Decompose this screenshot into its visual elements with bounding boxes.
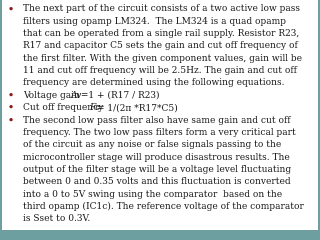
Text: R17 and capacitor C5 sets the gain and cut off frequency of: R17 and capacitor C5 sets the gain and c…: [23, 41, 298, 50]
Text: The next part of the circuit consists of a two active low pass: The next part of the circuit consists of…: [23, 4, 300, 13]
Text: third opamp (IC1c). The reference voltage of the comparator: third opamp (IC1c). The reference voltag…: [23, 202, 304, 211]
Text: output of the filter stage will be a voltage level fluctuating: output of the filter stage will be a vol…: [23, 165, 291, 174]
Text: Cut off frequency: Cut off frequency: [23, 103, 106, 112]
Text: •: •: [8, 4, 14, 13]
Text: of the circuit as any noise or false signals passing to the: of the circuit as any noise or false sig…: [23, 140, 281, 149]
FancyBboxPatch shape: [2, 0, 318, 230]
Text: is Sset to 0.3V.: is Sset to 0.3V.: [23, 215, 90, 223]
Text: •: •: [8, 103, 14, 112]
Text: The second low pass filter also have same gain and cut off: The second low pass filter also have sam…: [23, 116, 291, 125]
Text: •: •: [8, 91, 14, 100]
Text: •: •: [8, 116, 14, 125]
Text: frequency. The two low pass filters form a very critical part: frequency. The two low pass filters form…: [23, 128, 296, 137]
Text: the first filter. With the given component values, gain will be: the first filter. With the given compone…: [23, 54, 302, 63]
Text: =1 + (R17 / R23): =1 + (R17 / R23): [78, 91, 160, 100]
Text: Voltage gain: Voltage gain: [23, 91, 83, 100]
Text: between 0 and 0.35 volts and this fluctuation is converted: between 0 and 0.35 volts and this fluctu…: [23, 177, 291, 186]
Text: microcontroller stage will produce disastrous results. The: microcontroller stage will produce disas…: [23, 153, 290, 162]
Text: 11 and cut off frequency will be 2.5Hz. The gain and cut off: 11 and cut off frequency will be 2.5Hz. …: [23, 66, 297, 75]
Text: filters using opamp LM324.  The LM324 is a quad opamp: filters using opamp LM324. The LM324 is …: [23, 17, 286, 26]
Text: into a 0 to 5V swing using the comparator  based on the: into a 0 to 5V swing using the comparato…: [23, 190, 282, 199]
Text: = 1/(2π *R17*C5): = 1/(2π *R17*C5): [97, 103, 178, 112]
Text: that can be operated from a single rail supply. Resistor R23,: that can be operated from a single rail …: [23, 29, 299, 38]
Text: Fc: Fc: [89, 103, 100, 112]
Text: Av: Av: [71, 91, 82, 100]
Text: frequency are determined using the following equations.: frequency are determined using the follo…: [23, 78, 284, 87]
